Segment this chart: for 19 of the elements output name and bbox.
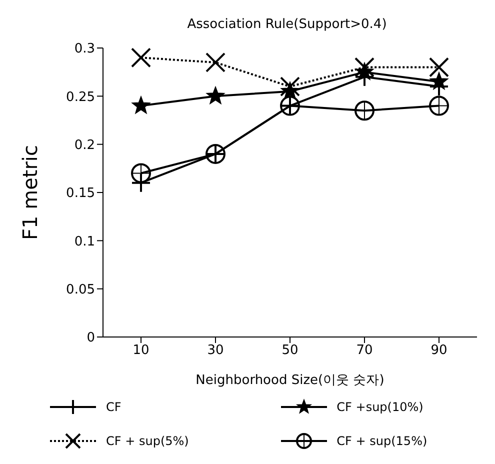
x-tick-label: 90 <box>430 343 448 358</box>
y-axis-title: F1 metric <box>18 145 42 240</box>
y-tick-label: 0.2 <box>74 138 95 153</box>
x-tick-label: 50 <box>282 343 298 358</box>
legend-label: CF +sup(10%) <box>336 400 424 414</box>
x-tick-label: 70 <box>356 343 373 358</box>
legend-label: CF <box>106 400 122 414</box>
x-tick-label: 30 <box>207 343 224 358</box>
y-tick-label: 0.25 <box>66 90 95 105</box>
legend-label: CF + sup(15%) <box>336 434 428 448</box>
x-tick-label: 10 <box>132 343 150 358</box>
legend-label: CF + sup(5%) <box>106 434 189 448</box>
y-tick-label: 0.05 <box>66 282 95 298</box>
y-tick-label: 0.1 <box>74 234 95 250</box>
y-tick-label: 0 <box>86 330 95 346</box>
x-axis-title: Neighborhood Size(이웃 숫자) <box>196 373 384 388</box>
chart-title: Association Rule(Support>0.4) <box>187 17 387 32</box>
y-tick-label: 0.15 <box>66 186 95 202</box>
y-tick-label: 0.3 <box>74 42 95 57</box>
